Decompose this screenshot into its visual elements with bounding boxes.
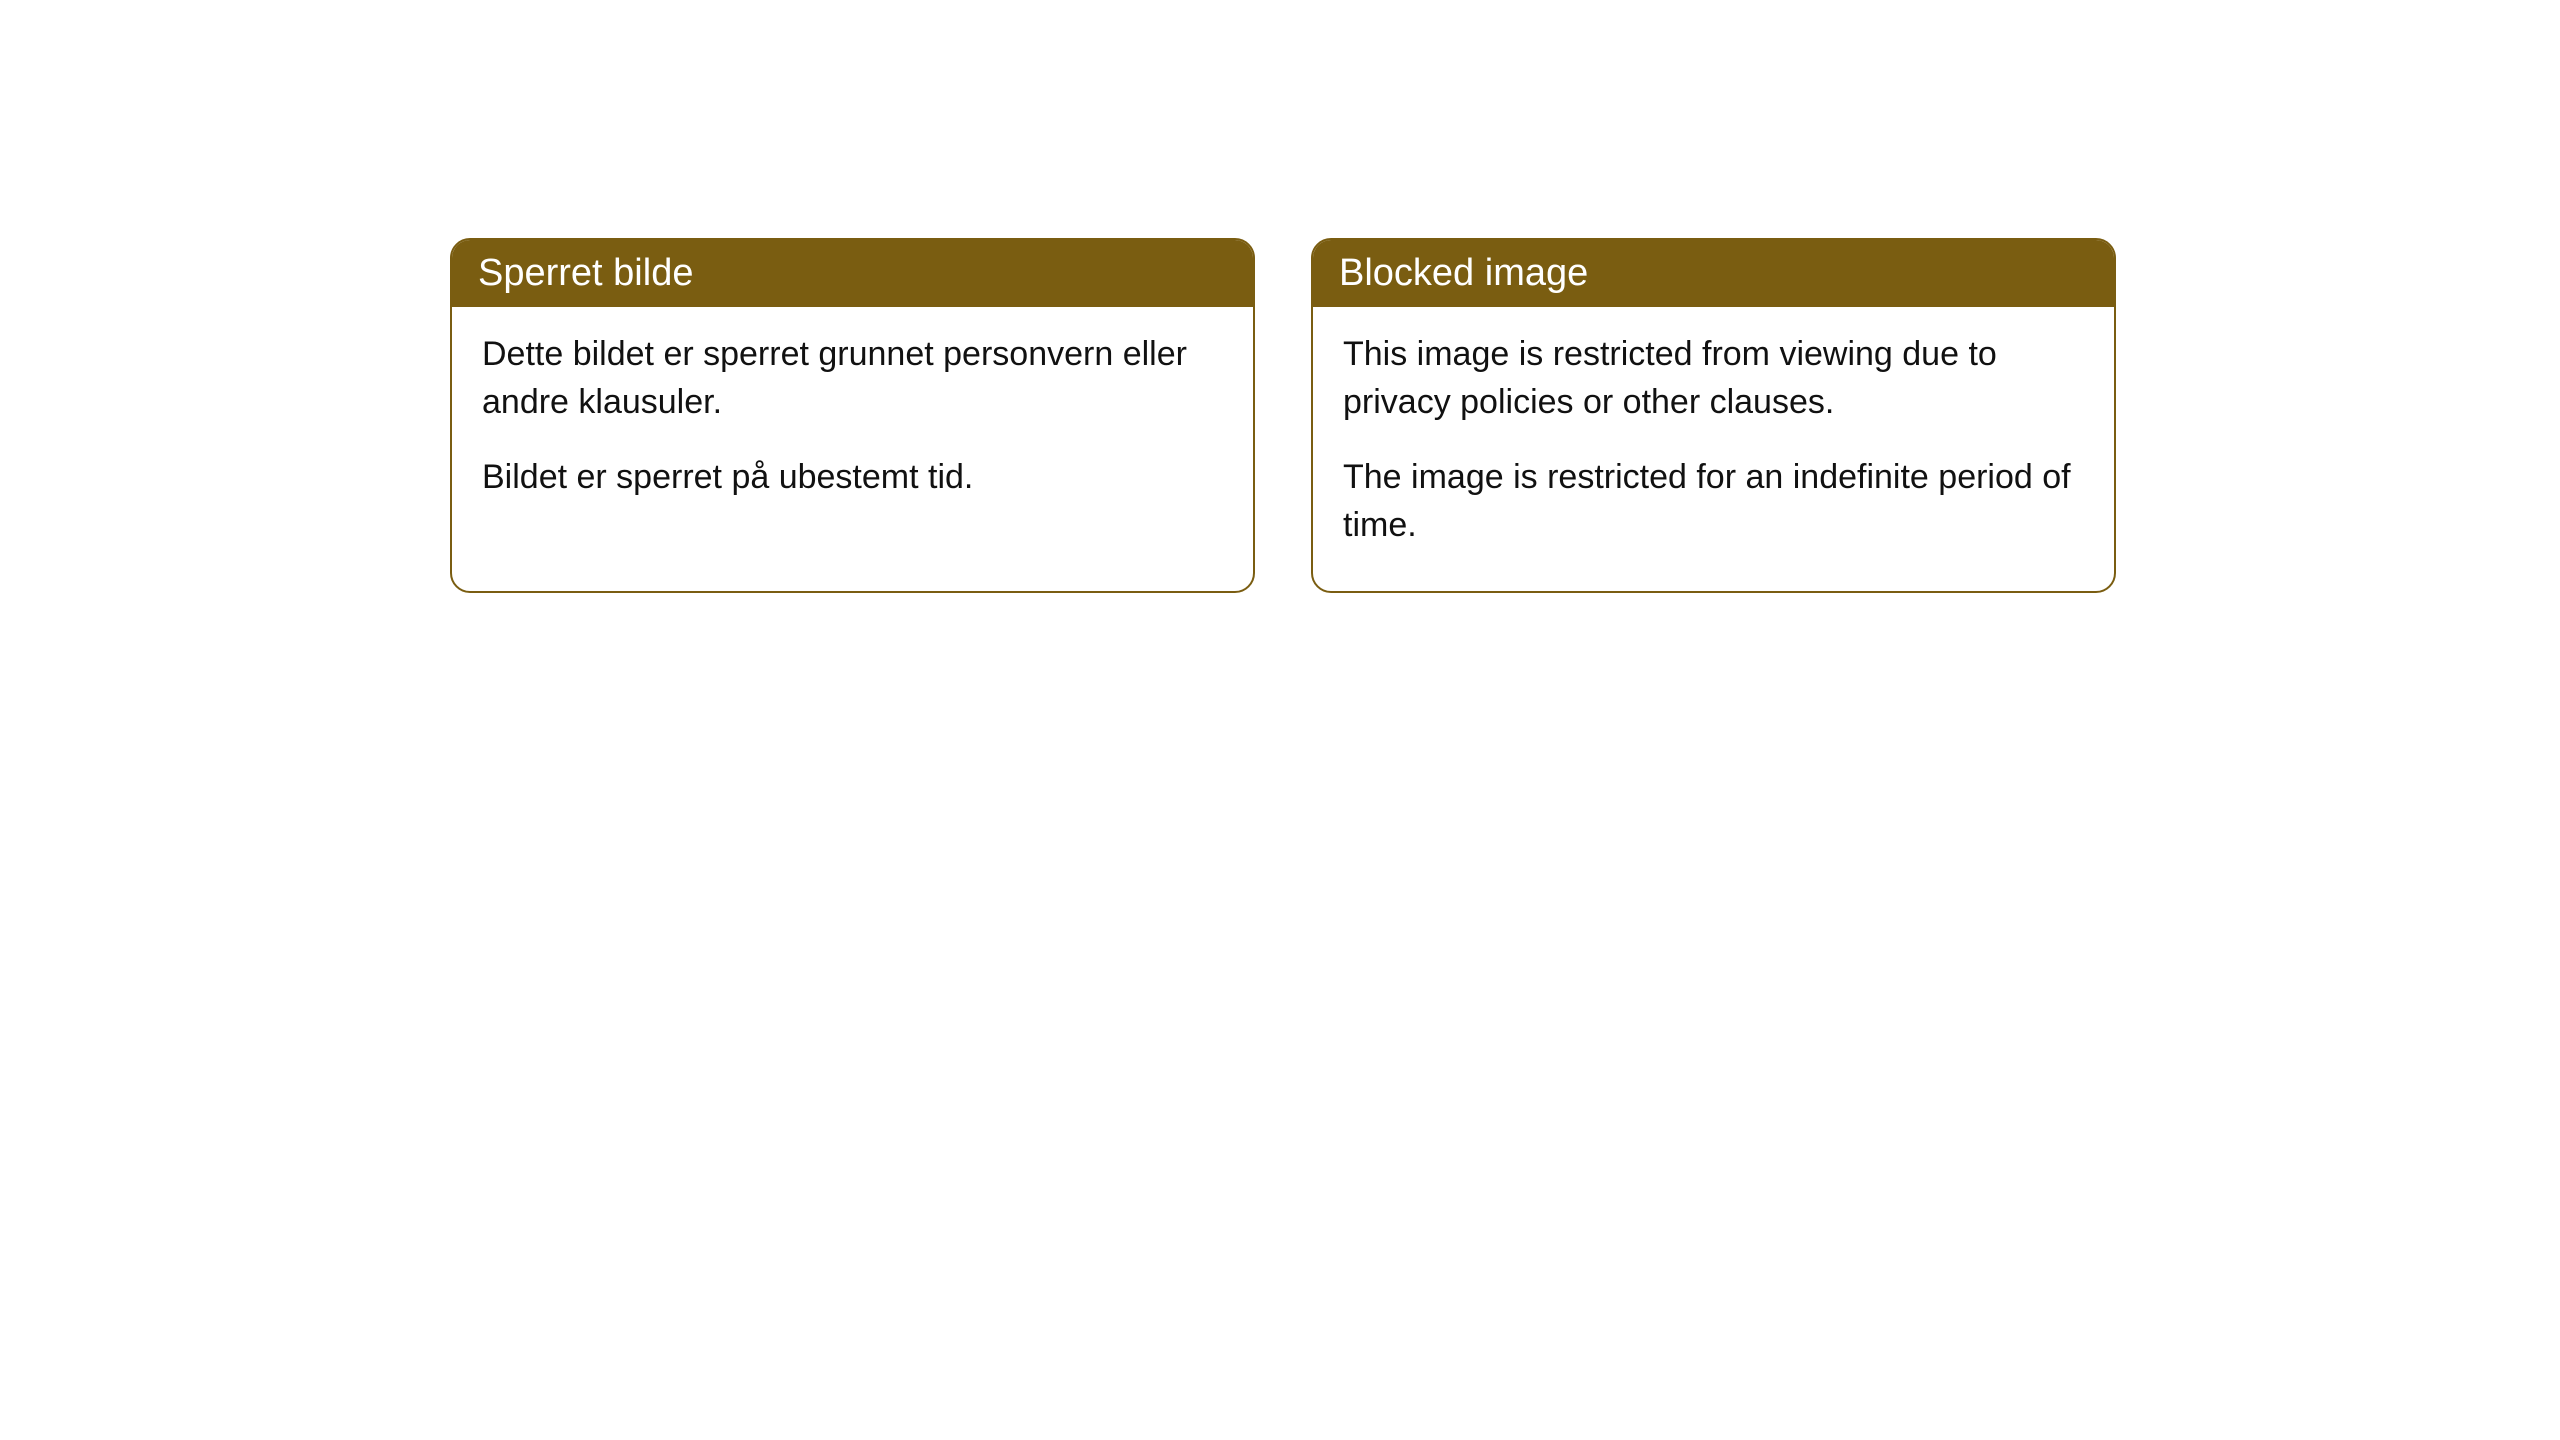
blocked-image-card-norwegian: Sperret bilde Dette bildet er sperret gr…: [450, 238, 1255, 593]
card-title-english: Blocked image: [1339, 252, 1588, 294]
card-header-norwegian: Sperret bilde: [452, 240, 1253, 307]
card-header-english: Blocked image: [1313, 240, 2114, 307]
blocked-image-card-english: Blocked image This image is restricted f…: [1311, 238, 2116, 593]
card-paragraph-english-2: The image is restricted for an indefinit…: [1343, 454, 2084, 549]
card-body-norwegian: Dette bildet er sperret grunnet personve…: [452, 307, 1253, 544]
card-paragraph-norwegian-2: Bildet er sperret på ubestemt tid.: [482, 454, 1223, 502]
card-paragraph-english-1: This image is restricted from viewing du…: [1343, 331, 2084, 426]
card-paragraph-norwegian-1: Dette bildet er sperret grunnet personve…: [482, 331, 1223, 426]
card-title-norwegian: Sperret bilde: [478, 252, 693, 294]
card-body-english: This image is restricted from viewing du…: [1313, 307, 2114, 591]
notice-cards-container: Sperret bilde Dette bildet er sperret gr…: [450, 238, 2116, 593]
